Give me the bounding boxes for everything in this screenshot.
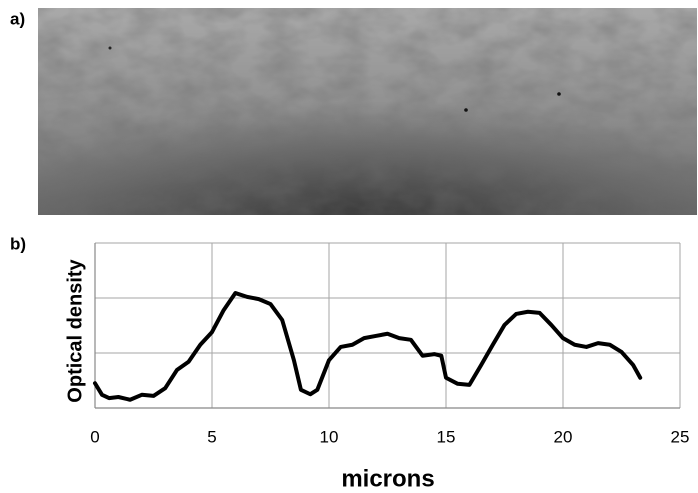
micrograph: [38, 8, 697, 215]
x-tick-label: 15: [437, 427, 456, 446]
x-axis-label: microns: [341, 465, 434, 492]
x-tick-label: 0: [90, 427, 99, 446]
x-tick-label: 25: [671, 427, 690, 446]
data-line: [93, 291, 643, 402]
x-tick-label: 10: [320, 427, 339, 446]
panel-label: b): [10, 234, 26, 253]
plot: 0 5 10 15 20 25: [90, 242, 690, 446]
x-tick-label: 5: [207, 427, 216, 446]
panel-label: a): [10, 9, 25, 28]
x-tick-label: 20: [554, 427, 573, 446]
y-axis-label: Optical density: [64, 258, 86, 402]
